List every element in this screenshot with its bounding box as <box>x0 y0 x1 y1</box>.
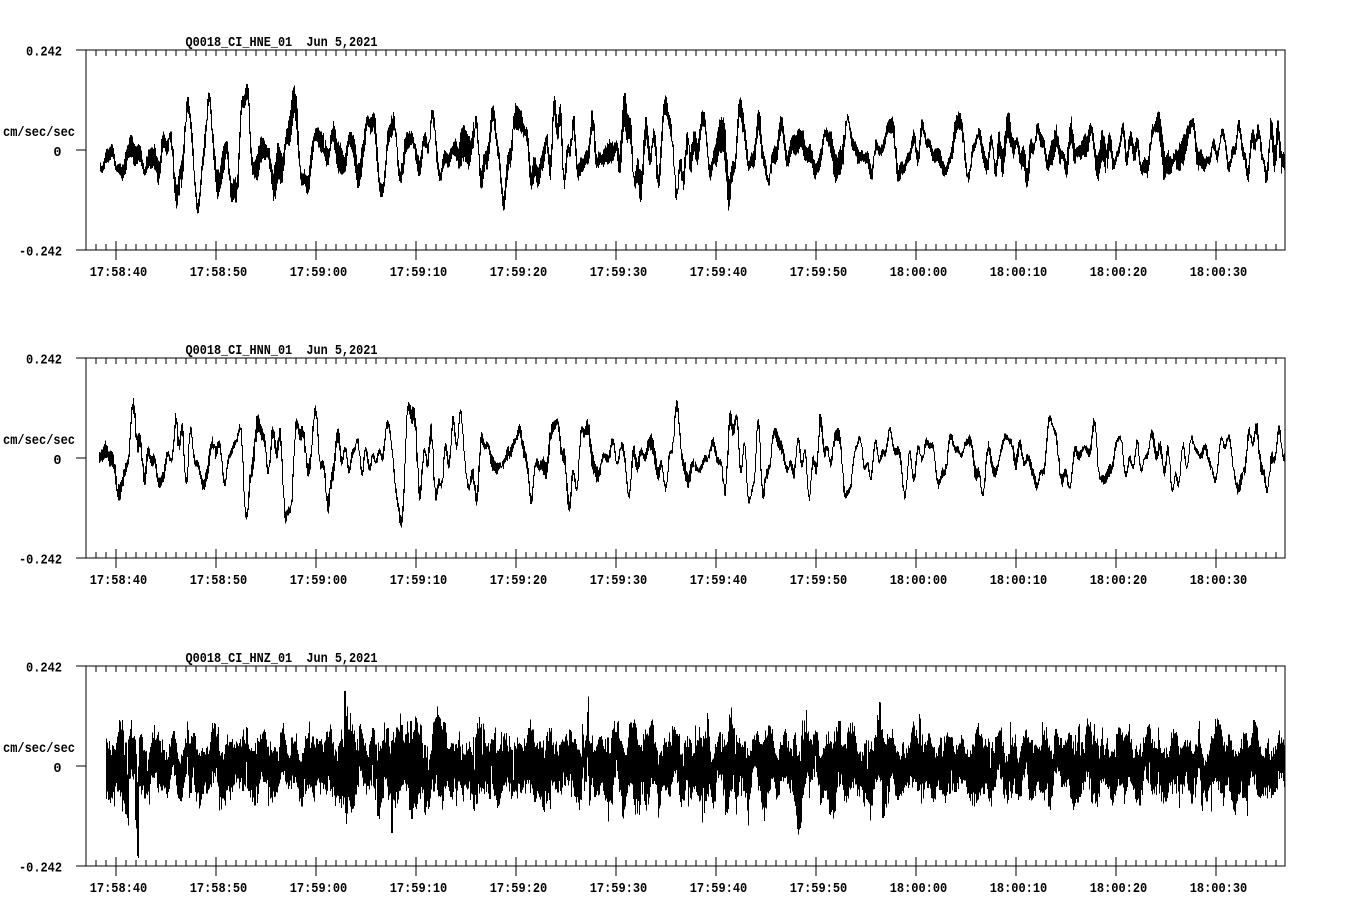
svg-text:17:59:10: 17:59:10 <box>390 266 448 281</box>
svg-text:17:59:00: 17:59:00 <box>290 882 348 897</box>
svg-text:17:59:00: 17:59:00 <box>290 266 348 281</box>
svg-text:17:59:40: 17:59:40 <box>690 266 748 281</box>
svg-text:17:59:50: 17:59:50 <box>790 266 848 281</box>
svg-text:17:59:10: 17:59:10 <box>390 882 448 897</box>
svg-text:17:58:50: 17:58:50 <box>190 574 248 589</box>
svg-text:18:00:10: 18:00:10 <box>990 266 1048 281</box>
svg-text:18:00:10: 18:00:10 <box>990 574 1048 589</box>
svg-text:17:59:00: 17:59:00 <box>290 574 348 589</box>
svg-text:18:00:20: 18:00:20 <box>1090 266 1148 281</box>
svg-text:18:00:00: 18:00:00 <box>890 882 948 897</box>
svg-text:17:58:40: 17:58:40 <box>90 574 148 589</box>
svg-text:18:00:30: 18:00:30 <box>1190 574 1248 589</box>
svg-text:-0.242: -0.242 <box>19 861 62 876</box>
svg-text:18:00:20: 18:00:20 <box>1090 882 1148 897</box>
svg-text:17:59:40: 17:59:40 <box>690 574 748 589</box>
svg-text:0.242: 0.242 <box>26 45 62 60</box>
svg-text:18:00:10: 18:00:10 <box>990 882 1048 897</box>
svg-text:-0.242: -0.242 <box>19 245 62 260</box>
svg-text:18:00:30: 18:00:30 <box>1190 882 1248 897</box>
svg-text:17:58:50: 17:58:50 <box>190 882 248 897</box>
svg-text:17:59:50: 17:59:50 <box>790 574 848 589</box>
svg-text:Q0018_CI_HNZ_01 Jun 5,2021: Q0018_CI_HNZ_01 Jun 5,2021 <box>186 652 378 667</box>
svg-text:18:00:30: 18:00:30 <box>1190 266 1248 281</box>
svg-text:17:59:30: 17:59:30 <box>590 882 648 897</box>
svg-text:18:00:20: 18:00:20 <box>1090 574 1148 589</box>
svg-text:18:00:00: 18:00:00 <box>890 574 948 589</box>
svg-text:17:59:30: 17:59:30 <box>590 266 648 281</box>
svg-text:18:00:00: 18:00:00 <box>890 266 948 281</box>
svg-text:17:58:40: 17:58:40 <box>90 266 148 281</box>
svg-text:cm/sec/sec: cm/sec/sec <box>3 434 75 449</box>
svg-text:Q0018_CI_HNN_01 Jun 5,2021: Q0018_CI_HNN_01 Jun 5,2021 <box>186 344 378 359</box>
svg-text:17:59:50: 17:59:50 <box>790 882 848 897</box>
svg-text:0: 0 <box>53 762 61 777</box>
svg-text:17:58:40: 17:58:40 <box>90 882 148 897</box>
svg-text:0.242: 0.242 <box>26 353 62 368</box>
svg-text:17:58:50: 17:58:50 <box>190 266 248 281</box>
svg-text:17:59:20: 17:59:20 <box>490 266 548 281</box>
svg-text:17:59:20: 17:59:20 <box>490 574 548 589</box>
svg-text:17:59:30: 17:59:30 <box>590 574 648 589</box>
svg-text:17:59:40: 17:59:40 <box>690 882 748 897</box>
svg-text:17:59:10: 17:59:10 <box>390 574 448 589</box>
svg-text:0: 0 <box>53 454 61 469</box>
svg-text:-0.242: -0.242 <box>19 553 62 568</box>
svg-text:cm/sec/sec: cm/sec/sec <box>3 742 75 757</box>
svg-text:0.242: 0.242 <box>26 661 62 676</box>
svg-text:Q0018_CI_HNE_01 Jun 5,2021: Q0018_CI_HNE_01 Jun 5,2021 <box>186 36 378 51</box>
svg-text:17:59:20: 17:59:20 <box>490 882 548 897</box>
svg-text:0: 0 <box>53 146 61 161</box>
svg-text:cm/sec/sec: cm/sec/sec <box>3 126 75 141</box>
